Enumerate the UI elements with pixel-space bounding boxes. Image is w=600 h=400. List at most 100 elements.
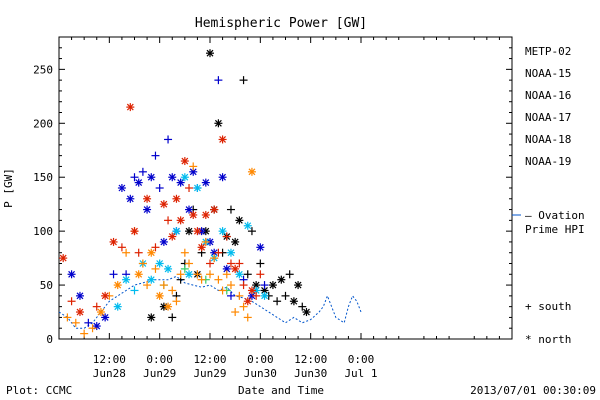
legend-entry-noaa-18: NOAA-18 [525,133,571,146]
data-point [247,286,256,295]
data-point [151,151,160,160]
x-tick-sublabel: Jun29 [193,367,226,380]
data-point [201,237,210,246]
legend: METP-02 NOAA-15 NOAA-16 NOAA-17 NOAA-18 … [525,45,585,346]
data-point [180,264,189,273]
data-point [63,313,72,322]
data-point [176,216,185,225]
data-point [138,259,147,268]
data-point [222,264,231,273]
data-point [172,194,181,203]
data-point [159,281,168,290]
data-point [222,270,231,279]
data-point [201,178,210,187]
data-point [59,254,68,263]
data-point [247,167,256,176]
data-point [197,275,206,284]
data-point [243,313,252,322]
data-point [71,318,80,327]
data-point [143,205,152,214]
data-point [75,291,84,300]
data-point [185,259,194,268]
data-point [239,281,248,290]
x-tick-sublabel: Jul 1 [344,367,377,380]
data-point [122,275,131,284]
data-point [294,281,303,290]
data-point [109,237,118,246]
data-point [180,157,189,166]
data-point [155,259,164,268]
data-point [226,291,235,300]
data-point [101,291,110,300]
data-point [256,243,265,252]
x-tick-label: 12:00 [193,353,226,366]
data-point [126,103,135,112]
data-point [92,302,101,311]
data-point [256,270,265,279]
data-point [231,264,240,273]
data-point [164,302,173,311]
legend-entry-noaa-19: NOAA-19 [525,155,571,168]
data-point [180,248,189,257]
legend-ovation-line2: Prime HPI [525,223,585,236]
data-point [243,297,252,306]
data-point [168,313,177,322]
x-tick-label: 12:00 [294,353,327,366]
y-axis-label: P [GW] [2,168,15,208]
legend-entry-noaa-17: NOAA-17 [525,111,571,124]
data-point [164,135,173,144]
data-point [206,259,214,268]
data-point [159,200,168,209]
data-point [235,259,244,268]
x-tick-label: 0:00 [247,353,274,366]
data-point [214,76,223,85]
data-point [268,281,277,290]
data-point [256,259,265,268]
data-point [96,308,105,317]
data-point [143,281,152,290]
data-point [277,275,286,284]
data-point [239,76,248,85]
x-tick-sublabel: Jun30 [294,367,327,380]
data-point [126,194,135,203]
data-point [168,232,177,241]
data-point [231,237,240,246]
data-point [231,308,240,317]
data-point [159,237,168,246]
data-point [260,281,269,290]
data-point [273,297,282,306]
data-point [226,248,235,257]
x-tick-sublabel: Jun28 [93,367,126,380]
data-point [147,313,156,322]
data-point [193,270,202,279]
data-point [201,210,210,219]
data-point [147,248,156,257]
data-point [176,178,185,187]
data-point [281,291,290,300]
data-point [101,313,110,322]
x-tick-sublabel: Jun30 [244,367,277,380]
data-point [214,275,223,284]
data-point [134,248,143,257]
data-point [214,248,223,257]
data-point [218,135,227,144]
data-point [130,227,139,236]
legend-south-marker: + south [525,300,571,313]
data-point [247,227,256,236]
data-point [235,216,244,225]
data-point [143,194,152,203]
y-tick-label: 50 [40,279,53,292]
data-points [59,49,311,338]
data-point [185,205,194,214]
data-point [151,243,160,252]
data-point [226,259,235,268]
x-tick-label: 0:00 [146,353,173,366]
chart-title: Hemispheric Power [GW] [195,16,367,31]
data-point [168,286,177,295]
x-tick-label: 12:00 [93,353,126,366]
data-point [113,281,122,290]
data-point [155,291,164,300]
data-point [180,173,189,182]
data-point [193,227,202,236]
